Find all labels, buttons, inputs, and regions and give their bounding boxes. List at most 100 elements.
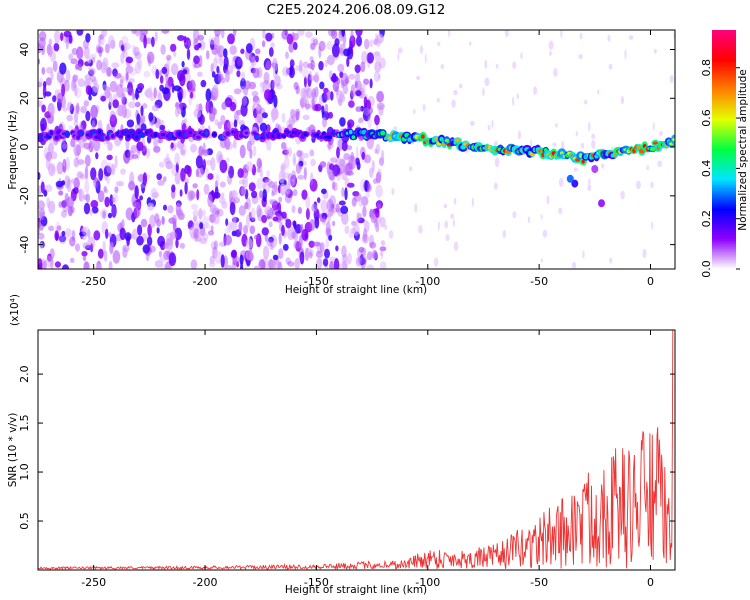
spectrogram-cell <box>108 92 113 107</box>
spectrogram-cell <box>374 33 378 42</box>
spectrogram-cell <box>114 186 119 194</box>
spectrogram-cell <box>143 70 151 78</box>
spectrogram-cell <box>366 264 374 269</box>
spectrogram-cell <box>146 51 155 64</box>
spectrogram-cell <box>261 214 268 224</box>
spectrogram-cell <box>491 119 494 129</box>
spectrogram-cell <box>122 247 128 259</box>
spectrogram-cell <box>240 86 246 93</box>
spectrogram-cell <box>90 200 99 209</box>
spectrogram-cell <box>97 46 104 54</box>
spectrogram-cell <box>266 238 274 247</box>
spectrogram-cell <box>78 188 85 202</box>
spectrogram-cell <box>56 161 64 175</box>
spectrogram-cell <box>107 141 113 151</box>
spectrogram-cell <box>362 205 367 218</box>
spectrogram-cell <box>292 157 297 167</box>
spectrogram-cell <box>352 224 360 236</box>
spectrogram-cell <box>260 87 265 94</box>
spectrogram-cell <box>183 118 188 124</box>
spectrogram-cell <box>262 189 268 202</box>
spectrogram-cell <box>242 175 249 189</box>
spectrogram-cell <box>104 196 110 208</box>
spectrogram-cell <box>309 75 316 81</box>
spectrogram-cell <box>588 178 591 187</box>
spectrogram-cell <box>324 89 332 101</box>
spectrogram-cell <box>50 71 54 81</box>
spectrogram-cell <box>343 48 351 57</box>
spectrogram-cell <box>311 97 315 110</box>
spectrogram-cell <box>42 84 47 99</box>
spectrogram-cell <box>329 163 335 171</box>
spectrogram-cell <box>587 185 592 191</box>
spectrogram-cell <box>140 218 148 228</box>
spectrogram-cell <box>186 165 192 178</box>
spectrogram-cell <box>285 183 291 195</box>
spectrogram-cell <box>245 43 253 54</box>
spectrogram-cell <box>51 165 55 173</box>
spectrogram-cell <box>260 169 263 179</box>
spectrogram-cell <box>93 230 101 241</box>
spectrogram-cell <box>193 215 198 223</box>
spectrogram-cell <box>297 30 305 36</box>
spectrogram-cell <box>175 238 179 249</box>
spectrogram-cell <box>298 234 303 249</box>
spectrogram-cell <box>414 203 418 213</box>
spectrogram-cell <box>111 197 116 203</box>
spectrogram-cell <box>261 112 268 119</box>
spectrogram-cell <box>297 206 302 215</box>
spectrogram-cell <box>344 162 353 176</box>
spectrogram-cell <box>351 135 356 140</box>
spectrogram-cell <box>458 83 463 89</box>
spectrogram-cell <box>333 258 340 269</box>
spectrogram-cell <box>95 152 99 160</box>
spectrogram-cell <box>361 51 368 64</box>
spectrogram-cell <box>369 78 373 89</box>
spectrogram-cell <box>329 203 334 217</box>
spectrogram-cell <box>136 113 141 126</box>
spectrogram-cell <box>196 189 200 201</box>
spectrogram-cell <box>172 214 177 227</box>
spectrogram-cell <box>282 149 289 156</box>
spectrogram-cell <box>109 194 114 207</box>
spectrogram-cell <box>445 234 450 242</box>
spectrogram-cell <box>78 130 83 136</box>
spectrogram-cell <box>646 165 649 171</box>
spectrogram-cell <box>309 178 318 192</box>
spectrogram-cell <box>121 218 125 229</box>
spectrogram-cell <box>119 78 124 88</box>
spectrogram-cell <box>221 101 227 110</box>
spectrogram-cell <box>165 153 170 160</box>
spectrogram-cell <box>190 259 198 269</box>
spectrogram-cell <box>365 191 371 199</box>
spectrogram-cell <box>64 175 70 189</box>
spectrogram-cell <box>214 250 223 264</box>
spectrogram-cell <box>84 154 91 167</box>
spectrogram-cell <box>228 165 235 179</box>
spectrogram-cell <box>163 242 169 249</box>
spectrogram-cell <box>231 249 238 258</box>
spectrogram-cell <box>331 43 340 58</box>
spectrogram-cell <box>261 227 269 236</box>
spectrogram-cell <box>175 102 179 109</box>
spectrogram-cell <box>542 229 548 238</box>
spectrogram-cell <box>217 208 224 217</box>
spectrogram-cell <box>146 236 153 247</box>
spectrogram-cell <box>82 226 90 237</box>
spectrogram-cell <box>342 253 348 263</box>
spectrogram-cell <box>325 227 332 237</box>
spectrogram-cell <box>363 96 368 107</box>
spectrogram-cell <box>254 48 261 55</box>
spectrogram-cell <box>88 67 96 76</box>
spectrogram-cell <box>300 87 307 100</box>
spectrogram-cell <box>76 30 84 36</box>
spectrogram-cell <box>128 78 135 84</box>
spectrogram-cell <box>211 132 217 137</box>
spectrogram-cell <box>112 99 119 109</box>
snr-y-label: SNR (10 * v/v) <box>7 413 19 488</box>
spectrogram-cell <box>578 54 583 60</box>
spectrogram-cell <box>179 242 185 249</box>
spectrogram-cell <box>38 232 45 240</box>
spectrogram-cell <box>293 41 298 51</box>
spectrogram-cell <box>303 160 308 166</box>
